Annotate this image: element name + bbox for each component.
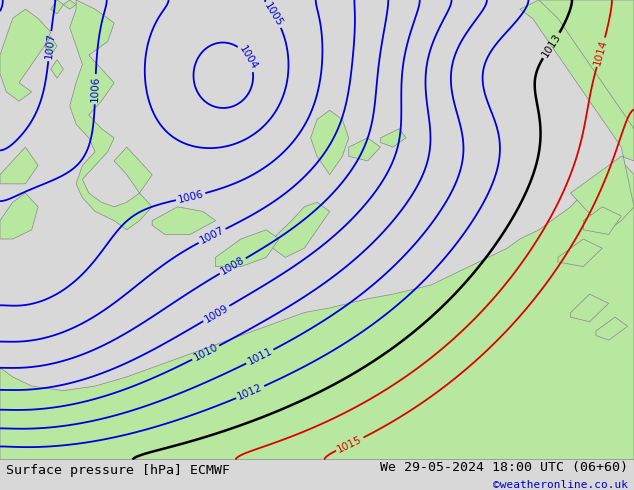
Text: 1007: 1007 [44, 32, 56, 60]
Polygon shape [0, 9, 51, 101]
Polygon shape [51, 60, 63, 78]
Polygon shape [349, 138, 380, 161]
Polygon shape [0, 193, 38, 239]
Polygon shape [0, 161, 634, 460]
Polygon shape [596, 317, 628, 340]
Polygon shape [70, 0, 152, 230]
Polygon shape [520, 0, 634, 230]
Text: 1004: 1004 [237, 44, 259, 72]
Polygon shape [0, 147, 38, 184]
Text: 1009: 1009 [202, 303, 230, 324]
Polygon shape [216, 230, 279, 267]
Text: 1015: 1015 [336, 434, 364, 454]
Text: 1006: 1006 [177, 189, 205, 205]
Polygon shape [44, 37, 57, 55]
Text: 1012: 1012 [236, 382, 264, 402]
Polygon shape [558, 239, 602, 267]
Text: Surface pressure [hPa] ECMWF: Surface pressure [hPa] ECMWF [6, 464, 230, 477]
Polygon shape [539, 0, 634, 129]
Polygon shape [583, 207, 621, 234]
Polygon shape [380, 129, 406, 147]
Polygon shape [571, 294, 609, 322]
Polygon shape [311, 110, 349, 174]
Text: ©weatheronline.co.uk: ©weatheronline.co.uk [493, 480, 628, 490]
Text: 1014: 1014 [593, 38, 609, 66]
Polygon shape [63, 0, 76, 9]
Text: 1005: 1005 [262, 1, 285, 28]
Text: 1013: 1013 [540, 32, 563, 59]
Text: 1010: 1010 [191, 342, 219, 363]
Polygon shape [51, 0, 63, 14]
Polygon shape [273, 202, 330, 257]
Text: 1011: 1011 [246, 346, 274, 367]
Text: We 29-05-2024 18:00 UTC (06+60): We 29-05-2024 18:00 UTC (06+60) [380, 461, 628, 474]
Text: 1007: 1007 [198, 225, 226, 246]
Text: 1008: 1008 [219, 255, 247, 277]
Polygon shape [152, 207, 216, 234]
Text: 1006: 1006 [90, 76, 101, 102]
